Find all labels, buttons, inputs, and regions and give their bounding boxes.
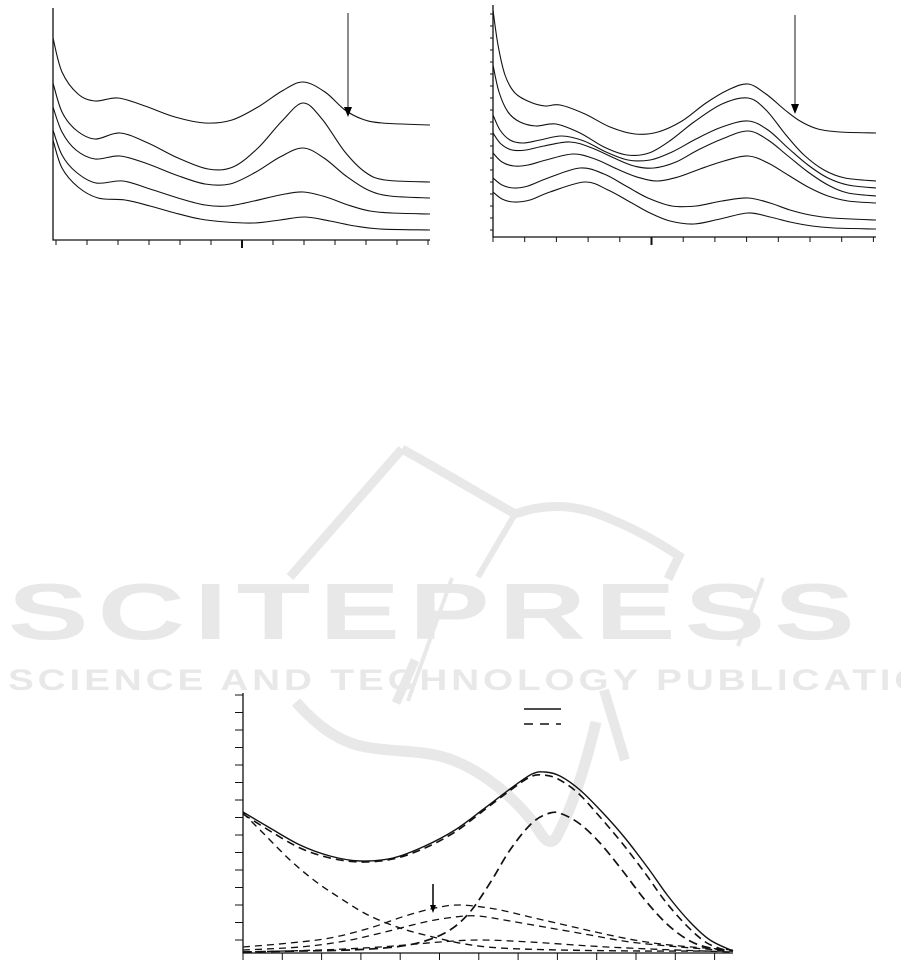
top-left-spectra-spectrum-3 — [52, 106, 431, 199]
watermark-logo-text: SCITEPRESS — [8, 567, 864, 656]
top-right-spectra-spectrum-5 — [492, 152, 877, 204]
top-left-spectra-spectrum-4 — [52, 129, 431, 215]
top-left-spectra-spectrum-2 — [52, 82, 431, 183]
top-right-spectra-axes — [492, 5, 876, 238]
annotation-arrowhead-icon — [791, 104, 799, 114]
book-left-page-top — [399, 445, 518, 518]
bottom-deconvolution-fit-sum-dashed — [242, 773, 729, 952]
book-inner-spine — [475, 512, 518, 579]
top-right-spectra-spectrum-6 — [492, 167, 877, 221]
bottom-deconvolution-component-main-gaussian — [242, 811, 734, 953]
annotation-arrowhead-icon — [344, 107, 352, 117]
bottom-deconvolution-component-decay — [242, 812, 734, 952]
watermark-tagline-text: SCIENCE AND TECHNOLOGY PUBLICATIONS — [8, 664, 901, 697]
top-right-spectra-spectrum-1 — [492, 9, 877, 135]
logo-slash-right — [736, 577, 765, 647]
logo-slash-foot — [391, 658, 420, 705]
top-right-spectra-spectrum-3 — [492, 114, 877, 189]
bottom-deconvolution-component-gaussian-a — [242, 904, 734, 951]
bottom-deconvolution-measured-solid — [242, 771, 734, 952]
bottom-deconvolution-component-gaussian-c — [242, 939, 734, 953]
top-left-spectra-chart — [52, 8, 431, 248]
top-left-spectra-spectrum-5 — [52, 139, 431, 231]
bottom-deconvolution-axes — [242, 693, 733, 954]
book-right-page-top — [513, 501, 685, 581]
top-right-spectra-chart — [490, 5, 877, 245]
book-left-spine — [286, 446, 406, 580]
slash-right-of-check — [599, 688, 630, 762]
bottom-deconvolution-chart — [235, 693, 734, 960]
annotation-arrowhead-icon — [430, 905, 436, 913]
top-right-spectra-spectrum-4 — [492, 130, 877, 197]
top-right-spectra-spectrum-2 — [492, 64, 877, 182]
bottom-deconvolution-component-gaussian-b — [242, 915, 734, 952]
top-right-spectra-spectrum-7 — [492, 181, 877, 230]
top-left-spectra-spectrum-1 — [52, 37, 431, 126]
top-left-spectra-axes — [52, 8, 430, 241]
logo-slash-thin — [406, 577, 454, 702]
